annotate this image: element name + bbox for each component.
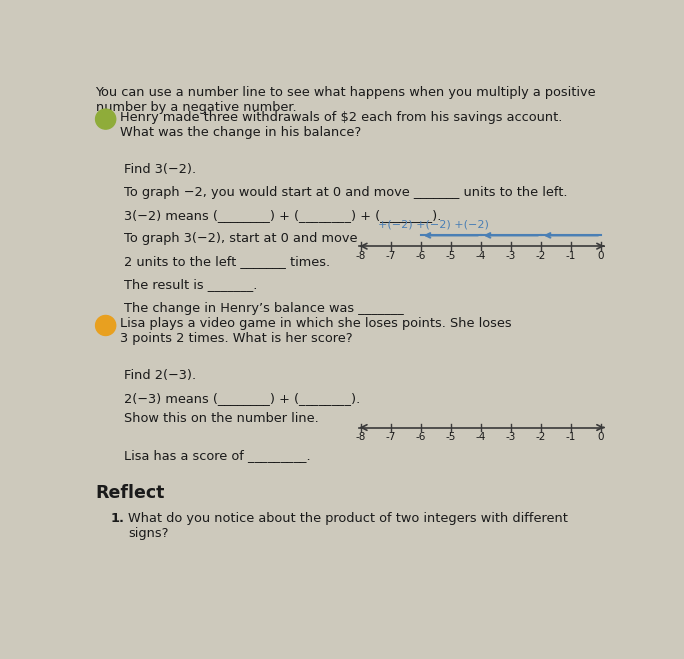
- Text: Lisa plays a video game in which she loses points. She loses
3 points 2 times. W: Lisa plays a video game in which she los…: [120, 317, 512, 345]
- Text: 2 units to the left _______ times.: 2 units to the left _______ times.: [124, 256, 330, 268]
- Text: -7: -7: [386, 251, 396, 261]
- Text: The change in Henry’s balance was _______: The change in Henry’s balance was ______…: [124, 302, 404, 314]
- Text: -8: -8: [356, 432, 366, 442]
- Text: To graph 3(−2), start at 0 and move: To graph 3(−2), start at 0 and move: [124, 233, 358, 245]
- Text: -2: -2: [536, 251, 546, 261]
- Text: Lisa has a score of _________.: Lisa has a score of _________.: [124, 449, 311, 462]
- Text: Find 2(−3).: Find 2(−3).: [124, 370, 196, 382]
- Text: -1: -1: [566, 251, 576, 261]
- Text: -1: -1: [566, 432, 576, 442]
- Text: To graph −2, you would start at 0 and move _______ units to the left.: To graph −2, you would start at 0 and mo…: [124, 186, 568, 199]
- Text: 0: 0: [598, 251, 604, 261]
- Text: -2: -2: [536, 432, 546, 442]
- Text: -6: -6: [415, 432, 426, 442]
- Text: B: B: [101, 319, 110, 332]
- Text: What do you notice about the product of two integers with different
signs?: What do you notice about the product of …: [128, 512, 568, 540]
- Text: 2(−3) means (________) + (________).: 2(−3) means (________) + (________).: [124, 393, 360, 405]
- Text: +(−2) +(−2) +(−2): +(−2) +(−2) +(−2): [378, 219, 489, 229]
- Text: -4: -4: [475, 432, 486, 442]
- Text: -3: -3: [505, 432, 516, 442]
- Text: Find 3(−2).: Find 3(−2).: [124, 163, 196, 176]
- Text: -6: -6: [415, 251, 426, 261]
- Text: -8: -8: [356, 251, 366, 261]
- Circle shape: [96, 109, 116, 129]
- Text: 3(−2) means (________) + (________) + (________).: 3(−2) means (________) + (________) + (_…: [124, 209, 442, 222]
- Text: -4: -4: [475, 251, 486, 261]
- Text: A: A: [101, 113, 110, 126]
- Text: Reflect: Reflect: [96, 484, 165, 502]
- Text: Henry made three withdrawals of $2 each from his savings account.
What was the c: Henry made three withdrawals of $2 each …: [120, 111, 563, 138]
- Text: The result is _______.: The result is _______.: [124, 279, 258, 291]
- Text: -3: -3: [505, 251, 516, 261]
- Circle shape: [96, 316, 116, 335]
- Text: Show this on the number line.: Show this on the number line.: [124, 412, 319, 425]
- Text: -7: -7: [386, 432, 396, 442]
- Text: You can use a number line to see what happens when you multiply a positive
numbe: You can use a number line to see what ha…: [96, 86, 596, 114]
- Text: 1.: 1.: [110, 512, 124, 525]
- Text: 0: 0: [598, 432, 604, 442]
- Text: -5: -5: [445, 251, 456, 261]
- Text: -5: -5: [445, 432, 456, 442]
